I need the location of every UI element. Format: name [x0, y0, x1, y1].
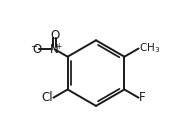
Text: +: +	[55, 42, 61, 51]
Text: N: N	[50, 43, 59, 56]
Text: F: F	[139, 91, 146, 104]
Text: CH$_3$: CH$_3$	[139, 42, 161, 55]
Text: −: −	[30, 42, 37, 51]
Text: O: O	[32, 43, 41, 56]
Text: O: O	[50, 29, 59, 42]
Text: Cl: Cl	[41, 91, 53, 104]
